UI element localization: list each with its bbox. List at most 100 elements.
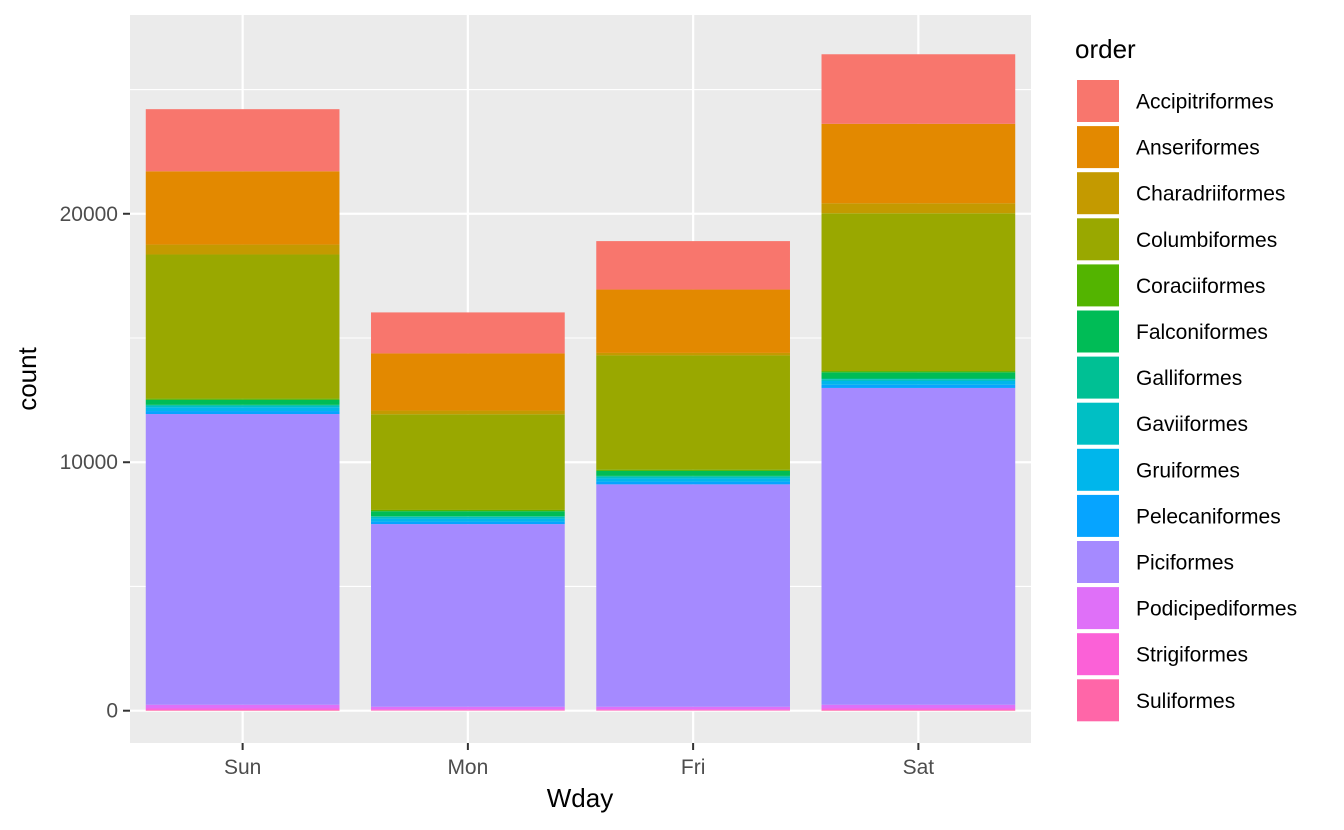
bar-segment-sun-charadriiformes: [145, 244, 340, 255]
bar-segment-fri-strigiformes: [596, 709, 790, 711]
x-axis: Sun Mon Fri Sat: [224, 743, 934, 779]
legend-item-piciformes: Piciformes: [1077, 541, 1234, 583]
bar-segment-mon-pelecaniformes: [371, 521, 565, 525]
legend-key-coraciiformes: [1077, 264, 1119, 307]
legend-key-charadriiformes: [1077, 172, 1119, 215]
legend-item-gruiformes: Gruiformes: [1077, 448, 1240, 491]
legend-label-falconiformes: Falconiformes: [1136, 321, 1268, 344]
bar-segment-mon-anseriformes: [371, 353, 565, 411]
legend-label-strigiformes: Strigiformes: [1136, 644, 1248, 667]
legend-item-galliformes: Galliformes: [1077, 356, 1242, 399]
y-tick-label: 20000: [60, 203, 118, 226]
legend-key-anseriformes: [1077, 126, 1119, 169]
bar-segment-mon-gaviiformes: [371, 516, 565, 519]
legend-item-suliformes: Suliformes: [1077, 679, 1235, 722]
bar-segment-fri-pelecaniformes: [596, 481, 790, 485]
legend-label-accipitriformes: Accipitriformes: [1136, 91, 1274, 114]
bar-segment-fri-accipitriformes: [596, 241, 790, 290]
bar-segment-sun-coraciiformes: [145, 398, 340, 400]
legend-label-podicipediformes: Podicipediformes: [1136, 598, 1297, 621]
bar-segment-sat-anseriformes: [821, 123, 1016, 204]
bar-segment-fri-gaviiformes: [596, 476, 790, 479]
legend-item-strigiformes: Strigiformes: [1077, 633, 1248, 676]
y-tick-label: 10000: [60, 451, 118, 474]
legend-key-gruiformes: [1077, 448, 1119, 491]
bar-segment-sun-suliformes: [145, 709, 340, 711]
bar-segment-sat-charadriiformes: [821, 203, 1016, 214]
legend-label-pelecaniformes: Pelecaniformes: [1136, 505, 1281, 528]
bar-segment-sun-pelecaniformes: [145, 411, 340, 415]
bar-segment-sun-accipitriformes: [145, 109, 340, 172]
bar-segment-mon-piciformes: [371, 524, 565, 707]
bar-segment-sun-falconiformes: [145, 399, 340, 405]
legend-item-falconiformes: Falconiformes: [1077, 310, 1268, 353]
legend-label-piciformes: Piciformes: [1136, 552, 1234, 575]
bar-segment-sat-accipitriformes: [821, 54, 1016, 124]
bar-segment-sat-strigiformes: [821, 708, 1016, 710]
bar-segment-sat-podicipediformes: [821, 704, 1016, 709]
bar-segment-fri-gruiformes: [596, 478, 790, 482]
bar-segment-mon-falconiformes: [371, 511, 565, 517]
bar-segment-fri-piciformes: [596, 484, 790, 707]
legend-label-gruiformes: Gruiformes: [1136, 459, 1240, 482]
y-tick-label: 0: [106, 700, 118, 723]
legend-item-charadriiformes: Charadriiformes: [1077, 172, 1285, 215]
bar-segment-sat-gaviiformes: [821, 379, 1016, 381]
bar-segment-mon-charadriiformes: [371, 410, 565, 415]
bar-segment-sat-piciformes: [821, 387, 1016, 705]
legend-item-anseriformes: Anseriformes: [1077, 126, 1260, 169]
bar-segment-sun-podicipediformes: [145, 704, 340, 709]
legend-item-pelecaniformes: Pelecaniformes: [1077, 494, 1281, 537]
legend-key-gaviiformes: [1077, 402, 1119, 445]
legend-title: order: [1075, 34, 1136, 64]
legend-label-coraciiformes: Coraciiformes: [1136, 275, 1266, 298]
legend: order Accipitriformes Anseriformes Charadr…: [1075, 34, 1297, 722]
bar-segment-sun-strigiformes: [145, 708, 340, 710]
bar-segment-sat-gruiformes: [821, 380, 1016, 385]
legend-item-columbiformes: Columbiformes: [1077, 218, 1277, 261]
y-axis: 0 10000 20000: [60, 203, 130, 723]
bar-segment-fri-anseriformes: [596, 289, 790, 353]
legend-item-accipitriformes: Accipitriformes: [1077, 80, 1274, 122]
bar-segment-fri-charadriiformes: [596, 352, 790, 356]
bar-segment-fri-columbiformes: [596, 355, 790, 470]
bar-segment-sun-gruiformes: [145, 407, 340, 412]
bar-segment-mon-podicipediformes: [371, 706, 565, 710]
legend-key-piciformes: [1077, 541, 1119, 583]
bar-segment-sun-piciformes: [145, 414, 340, 705]
legend-key-suliformes: [1077, 679, 1119, 722]
bar-segment-sat-columbiformes: [821, 213, 1016, 372]
legend-item-podicipediformes: Podicipediformes: [1077, 587, 1297, 630]
x-axis-title: Wday: [547, 783, 613, 813]
bar-segment-fri-galliformes: [596, 475, 790, 477]
x-tick-label-sun: Sun: [224, 756, 261, 779]
x-tick-label-sat: Sat: [903, 756, 935, 779]
bar-segment-mon-strigiformes: [371, 709, 565, 711]
bar-segment-mon-coraciiformes: [371, 509, 565, 512]
bar-segment-sun-galliformes: [145, 404, 340, 406]
bar-segment-mon-columbiformes: [371, 414, 565, 510]
y-axis-title: count: [12, 346, 42, 410]
bar-segment-sun-columbiformes: [145, 254, 340, 399]
legend-key-galliformes: [1077, 356, 1119, 399]
legend-key-podicipediformes: [1077, 587, 1119, 630]
bar-segment-sat-falconiformes: [821, 372, 1016, 379]
legend-key-columbiformes: [1077, 218, 1119, 261]
legend-item-gaviiformes: Gaviiformes: [1077, 402, 1248, 445]
legend-key-pelecaniformes: [1077, 494, 1119, 537]
bar-segment-sat-coraciiformes: [821, 371, 1016, 373]
legend-label-charadriiformes: Charadriiformes: [1136, 183, 1285, 206]
bar-segment-mon-gruiformes: [371, 518, 565, 522]
legend-label-anseriformes: Anseriformes: [1136, 137, 1260, 160]
bar-segment-mon-accipitriformes: [371, 312, 565, 354]
bars-layer: [145, 54, 1016, 711]
legend-item-coraciiformes: Coraciiformes: [1077, 264, 1266, 307]
legend-key-falconiformes: [1077, 310, 1119, 353]
bar-segment-fri-coraciiformes: [596, 469, 790, 471]
bar-segment-sat-pelecaniformes: [821, 384, 1016, 388]
bar-segment-fri-falconiformes: [596, 470, 790, 476]
bar-segment-sat-suliformes: [821, 709, 1016, 711]
legend-label-gaviiformes: Gaviiformes: [1136, 413, 1248, 436]
legend-key-accipitriformes: [1077, 80, 1119, 122]
